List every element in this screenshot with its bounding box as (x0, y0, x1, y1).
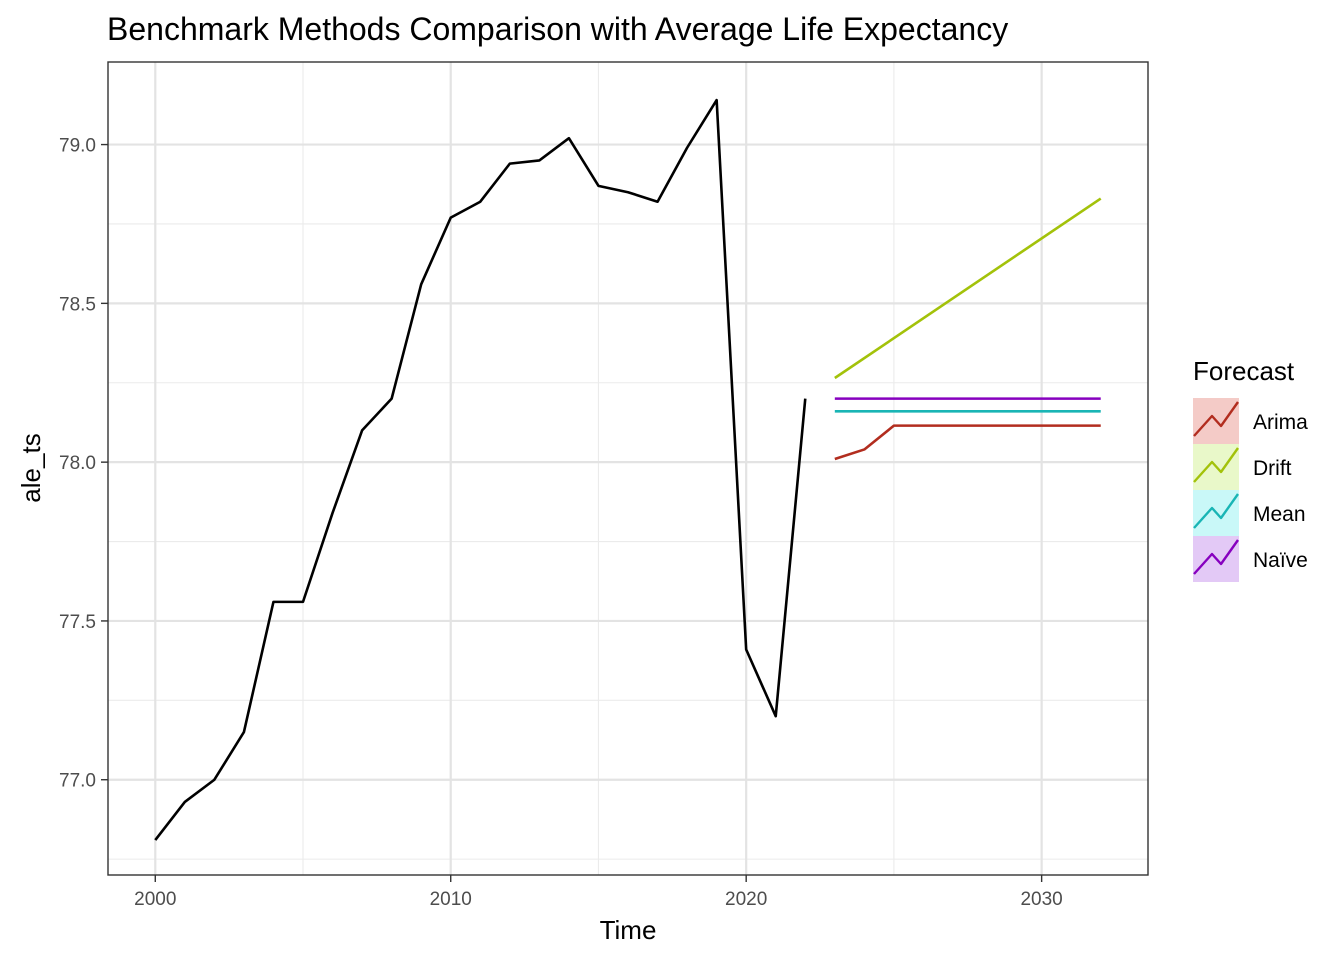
y-tick-label: 78.0 (59, 453, 96, 474)
plot-panel-border (107, 61, 1149, 876)
legend-key-line-drift (1193, 447, 1239, 483)
x-tick-label: 2000 (134, 889, 176, 910)
forecast-line-drift (834, 197, 1102, 380)
legend-title: Forecast (1193, 356, 1295, 386)
y-axis-title: ale_ts (16, 433, 46, 502)
x-axis-title: Time (600, 915, 657, 945)
legend-label-mean: Mean (1253, 503, 1306, 526)
y-tick-label: 78.5 (59, 294, 96, 315)
legend-label-drift: Drift (1253, 457, 1292, 480)
legend-label-arima: Arima (1253, 411, 1308, 434)
legend-items: Arima Drift Mean Naïve (1193, 398, 1308, 582)
y-tick-label: 79.0 (59, 136, 96, 157)
legend: Forecast Arima Drift Mean Naïve (1193, 356, 1308, 582)
history-layer (154, 98, 807, 841)
y-tick-label: 77.5 (59, 612, 96, 633)
legend-key-line-mean (1193, 493, 1239, 529)
x-tick-label: 2020 (725, 889, 767, 910)
x-tick-label: 2030 (1020, 889, 1062, 910)
legend-label-nave: Naïve (1253, 549, 1308, 572)
y-axis: 77.0 77.5 78.0 78.5 79.0 (59, 136, 108, 792)
forecast-series-layer (834, 197, 1102, 461)
history-series-line (154, 98, 807, 841)
legend-key-line-arima (1193, 401, 1239, 437)
forecast-line-arima (834, 424, 1101, 461)
x-tick-label: 2010 (430, 889, 472, 910)
x-axis: 2000 2010 2020 2030 (134, 875, 1063, 910)
minor-gridlines (108, 62, 1148, 875)
legend-key-line-nave (1193, 539, 1239, 575)
major-gridlines (108, 62, 1148, 875)
y-tick-label: 77.0 (59, 771, 96, 792)
plot-panel (108, 62, 1148, 875)
chart-title: Benchmark Methods Comparison with Averag… (107, 11, 1008, 47)
